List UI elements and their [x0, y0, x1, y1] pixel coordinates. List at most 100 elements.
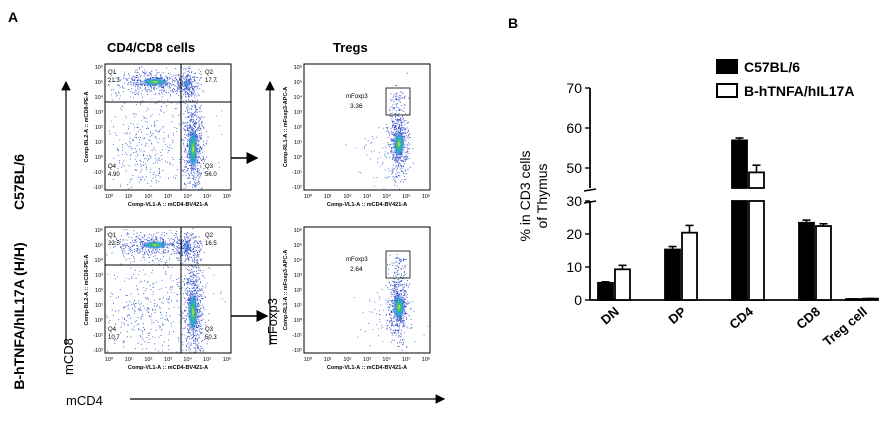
- y-tick-label: -10¹: [292, 170, 302, 176]
- bar-c57bl6: [731, 200, 748, 301]
- y-axis-label: % in CD3 cells: [517, 150, 533, 241]
- y-tick-label: 0: [574, 292, 582, 308]
- y-tick-label: 10⁶: [294, 64, 302, 71]
- y-tick-label: 10⁴: [294, 94, 303, 101]
- x-tick-label: 10³: [363, 357, 371, 363]
- y-tick-label: 10³: [95, 110, 103, 116]
- y-tick-label: -10¹: [93, 333, 103, 339]
- density-treg: [393, 130, 405, 158]
- density-cd4: [188, 127, 198, 171]
- x-tick-label: 10⁴: [382, 193, 391, 200]
- bar-htnfa: [614, 268, 631, 301]
- y-tick-label: 10⁰: [294, 317, 303, 324]
- axis-break-mark: [583, 188, 597, 192]
- y-tick-label: 10¹: [294, 140, 302, 146]
- legend-label: B-hTNFA/hIL17A: [744, 83, 854, 99]
- x-tick-label: 10³: [363, 194, 371, 200]
- x-tick-label: 10⁶: [422, 356, 430, 363]
- bar-htnfa: [815, 225, 832, 301]
- density-dp: [183, 78, 191, 90]
- y-tick-label: 10²: [95, 125, 103, 131]
- bar-htnfa: [748, 200, 765, 301]
- mcd4-arrow-label: mCD4: [66, 393, 103, 408]
- y-tick-label: 10⁶: [95, 227, 103, 234]
- x-tick-label: DP: [665, 304, 689, 327]
- y-axis-label: Comp-RL1-A :: mFoxp3-APC-A: [283, 87, 289, 167]
- y-tick-label: 10²: [294, 288, 302, 294]
- scatter-events: [382, 72, 414, 190]
- x-tick-label: Treg cell: [820, 304, 870, 349]
- x-axis-label: Comp-VL1-A :: mCD4-BV421-A: [327, 365, 407, 371]
- y-tick-label: -10²: [93, 348, 103, 354]
- density-treg: [393, 293, 405, 321]
- row-label-c57bl6: C57BL/6: [11, 154, 27, 210]
- quadrant-name: Q3: [205, 164, 214, 170]
- scatter-events: [387, 254, 407, 279]
- legend-label: C57BL/6: [744, 59, 800, 75]
- y-tick-label: 20: [566, 226, 582, 242]
- y-tick-label: 10³: [294, 273, 302, 279]
- y-tick-label: 10²: [294, 125, 302, 131]
- y-tick-label: 10: [566, 259, 582, 275]
- y-tick-label: 10⁶: [294, 227, 302, 234]
- quadrant-name: Q1: [108, 70, 117, 76]
- x-tick-label: 10⁴: [183, 193, 192, 200]
- density-dp: [183, 241, 191, 253]
- foxp3-gate-value: 2.64: [350, 266, 363, 273]
- y-tick-label: -10²: [93, 185, 103, 191]
- quadrant-value: 21.3: [108, 78, 120, 84]
- x-tick-label: 10²: [343, 357, 351, 363]
- x-axis-label: Comp-VL1-A :: mCD4-BV421-A: [327, 202, 407, 208]
- x-tick-label: 10²: [343, 194, 351, 200]
- y-axis-label: Comp-RL1-A :: mFoxp3-APC-A: [283, 250, 289, 330]
- quadrant-value: 22.5: [108, 241, 120, 247]
- y-tick-label: 10⁴: [95, 257, 104, 264]
- y-tick-label: 10³: [294, 110, 302, 116]
- x-axis-label: Comp-VL1-A :: mCD4-BV421-A: [128, 365, 208, 371]
- foxp3-gate: [385, 250, 411, 279]
- y-tick-label: 10¹: [95, 140, 103, 146]
- bar-c57bl6: [597, 281, 614, 301]
- scatter-events: [106, 229, 222, 353]
- quadrant-value: 10.7: [108, 335, 120, 341]
- quadrant-value: 56.0: [205, 172, 217, 178]
- bar-htnfa-upper: [748, 171, 765, 189]
- y-tick-label: 10⁵: [294, 242, 302, 249]
- x-tick-label: 10³: [164, 194, 172, 200]
- y-tick-label: 10¹: [294, 303, 302, 309]
- mfoxp3-arrow-label: mFoxp3: [265, 298, 280, 345]
- quadrant-name: Q2: [205, 233, 214, 239]
- x-tick-label: 10¹: [125, 357, 133, 363]
- y-tick-label: -10¹: [93, 170, 103, 176]
- x-tick-label: 10⁶: [223, 193, 231, 200]
- y-tick-label: 10⁰: [95, 317, 104, 324]
- x-tick-label: 10¹: [125, 194, 133, 200]
- quadrant-name: Q1: [108, 233, 117, 239]
- panel-b-label: B: [508, 15, 518, 31]
- y-tick-label: 70: [566, 80, 582, 96]
- x-tick-label: 10⁰: [304, 193, 313, 200]
- y-tick-label: 10²: [95, 288, 103, 294]
- x-tick-label: 10⁵: [402, 356, 410, 363]
- x-tick-label: 10⁰: [105, 356, 114, 363]
- x-tick-label: 10⁰: [304, 356, 313, 363]
- y-tick-label: -10²: [292, 348, 302, 354]
- quadrant-value: 50.3: [205, 335, 217, 341]
- bar-htnfa: [681, 231, 698, 301]
- y-tick-label: 60: [566, 120, 582, 136]
- y-tick-label: 10⁶: [95, 64, 103, 71]
- scatter-events: [177, 228, 209, 353]
- x-tick-label: 10⁵: [203, 356, 211, 363]
- quadrant-name: Q3: [205, 327, 214, 333]
- axis-break-mark: [583, 200, 597, 204]
- y-tick-label: -10¹: [292, 333, 302, 339]
- scatter-events: [107, 66, 217, 103]
- mcd8-arrow-label: mCD8: [61, 338, 76, 375]
- col-title-cd4cd8: CD4/CD8 cells: [107, 40, 195, 55]
- x-tick-label: 10¹: [324, 194, 332, 200]
- panel-a-label: A: [8, 9, 18, 25]
- y-tick-label: 10⁰: [294, 154, 303, 161]
- y-tick-label: 10⁰: [95, 154, 104, 161]
